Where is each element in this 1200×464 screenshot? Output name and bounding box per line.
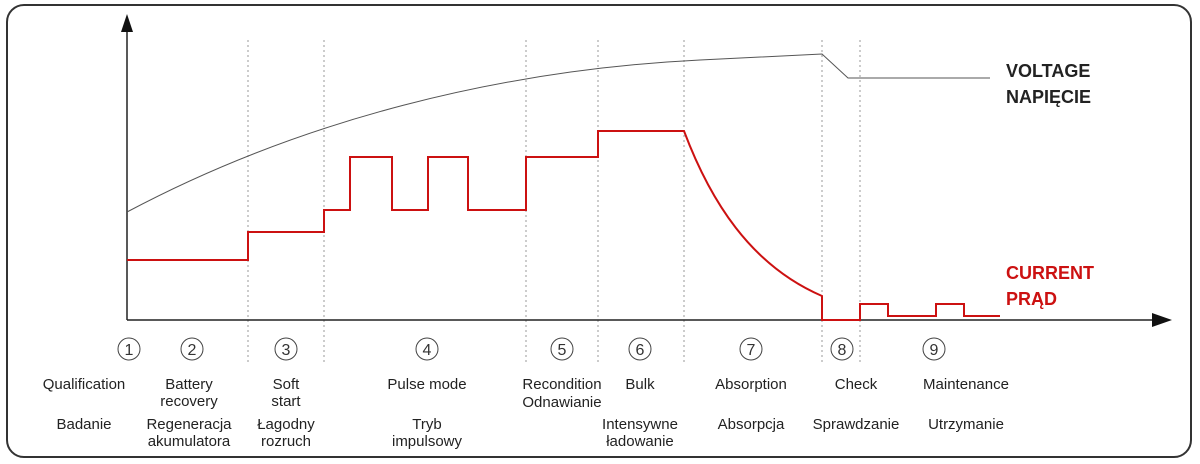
stage-circle-5 [550,337,574,361]
diagram-frame [6,4,1192,458]
stage-7-pl-label: Absorpcja [717,416,785,433]
stage-number-8: 8 [838,342,847,359]
stage-2-en-label: Battery recovery [160,376,218,410]
x-axis-arrow-icon [1152,313,1172,327]
stage-1-en-label: Qualification [42,376,126,393]
stage-circle-7 [739,337,763,361]
stage-6-en-label: Bulk [625,376,655,393]
stage-circle-2 [180,337,204,361]
stage-9-pl-label: Utrzymanie [928,416,1004,433]
stage-number-circles [117,337,946,361]
stage-1-pl-label: Badanie [56,416,112,433]
stage-circle-8 [830,337,854,361]
stage-8-en-label: Check [834,376,878,393]
stage-8-pl-label: Sprawdzanie [812,416,900,433]
stage-2-pl-label: Regeneracja akumulatora [146,416,232,450]
voltage-curve [126,53,990,213]
stage-7-en-label: Absorption [715,376,787,393]
stage-number-texts: 1 2 3 4 5 6 7 8 9 [125,342,939,359]
stage-3-pl-label: Łagodny rozruch [257,416,315,450]
stage-number-4: 4 [423,342,432,359]
stage-5-en-label: Recondition [522,376,602,393]
stage-number-5: 5 [558,342,567,359]
stage-number-2: 2 [188,342,197,359]
stage-circle-3 [274,337,298,361]
stage-4-en-label: Pulse mode [387,376,467,393]
stage-9-en-label: Maintenance [923,376,1009,393]
current-curve [127,130,1000,321]
y-axis-arrow-icon [121,14,133,32]
stage-number-6: 6 [636,342,645,359]
stage-number-9: 9 [930,342,939,359]
current-legend: CURRENT PRĄD [1006,263,1094,309]
stage-number-7: 7 [747,342,756,359]
stage-number-1: 1 [125,342,134,359]
stage-circle-1 [117,337,141,361]
stage-6-pl-label: Intensywne ładowanie [602,416,678,450]
stage-3-en-label: Soft start [271,376,301,410]
stage-separators [247,40,861,365]
voltage-legend: VOLTAGE NAPIĘCIE [1006,61,1092,107]
stage-circle-9 [922,337,946,361]
stage-5-pl-label: Odnawianie [522,394,602,411]
stage-4-pl-label: Tryb impulsowy [391,416,463,450]
stage-number-3: 3 [282,342,291,359]
stage-circle-4 [415,337,439,361]
stage-circle-6 [628,337,652,361]
